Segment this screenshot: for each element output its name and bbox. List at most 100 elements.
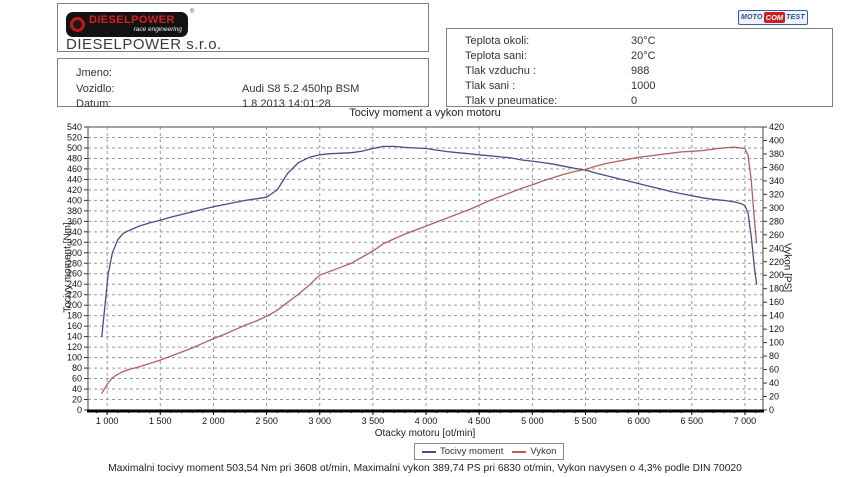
svg-text:520: 520	[67, 132, 82, 142]
tlak-sani-label: Tlak sani :	[465, 80, 516, 92]
svg-text:100: 100	[769, 338, 784, 348]
brand-tagline: race engineering	[133, 26, 182, 34]
svg-text:40: 40	[769, 378, 779, 388]
y-axis-title-power: Vykon [PS]	[781, 242, 793, 293]
svg-text:80: 80	[72, 363, 82, 373]
svg-text:360: 360	[769, 162, 784, 172]
mototest-part3: TEST	[786, 14, 805, 21]
dieselpower-logo: DIESELPOWER race engineering	[66, 12, 188, 37]
y-axis-title-torque: Tocivy moment [Nm]	[62, 222, 74, 313]
svg-text:180: 180	[769, 284, 784, 294]
svg-text:500: 500	[67, 143, 82, 153]
tlak-sani-value: 1000	[631, 80, 656, 92]
tlak-pneumatice-label: Tlak v pneumatice:	[465, 95, 558, 107]
svg-text:200: 200	[67, 300, 82, 310]
legend-torque-label: Tocivy moment	[440, 446, 504, 457]
datum-label: Datum:	[76, 98, 112, 110]
svg-text:260: 260	[67, 269, 82, 279]
teplota-sani-value: 20°C	[631, 50, 656, 62]
tlak-vzduchu-value: 988	[631, 65, 650, 77]
svg-text:40: 40	[72, 384, 82, 394]
svg-text:260: 260	[769, 230, 784, 240]
svg-text:3 500: 3 500	[362, 416, 385, 426]
svg-text:5 500: 5 500	[574, 416, 597, 426]
svg-text:460: 460	[67, 164, 82, 174]
svg-text:380: 380	[769, 149, 784, 159]
svg-text:480: 480	[67, 153, 82, 163]
svg-text:2 500: 2 500	[255, 416, 278, 426]
motocom-test-logo: MOTO COM TEST	[738, 10, 808, 25]
teplota-okoli-value: 30°C	[631, 35, 656, 47]
chart-legend: Tocivy moment Vykon	[414, 443, 565, 460]
svg-text:340: 340	[67, 227, 82, 237]
svg-text:2 000: 2 000	[202, 416, 225, 426]
svg-text:80: 80	[769, 351, 779, 361]
svg-text:240: 240	[67, 279, 82, 289]
registered-mark: ®	[190, 9, 195, 15]
svg-text:1 500: 1 500	[149, 416, 172, 426]
vozidlo-value: Audi S8 5.2 450hp BSM	[242, 83, 360, 95]
svg-text:320: 320	[67, 237, 82, 247]
legend-item-torque: Tocivy moment	[422, 446, 503, 457]
svg-text:400: 400	[769, 135, 784, 145]
datum-value: 1.8.2013 14:01:28	[242, 98, 331, 110]
svg-text:0: 0	[769, 405, 774, 415]
vozidlo-label: Vozidlo:	[76, 83, 115, 95]
svg-text:60: 60	[769, 365, 779, 375]
teplota-sani-label: Teplota sani:	[465, 50, 527, 62]
chart-title: Tocivy moment a vykon motoru	[349, 107, 501, 119]
teplota-okoli-label: Teplota okoli:	[465, 35, 530, 47]
vehicle-info-box: Jmeno: Vozidlo: Audi S8 5.2 450hp BSM Da…	[57, 58, 429, 110]
svg-text:400: 400	[67, 195, 82, 205]
svg-text:5 000: 5 000	[521, 416, 544, 426]
svg-text:140: 140	[769, 311, 784, 321]
jmeno-label: Jmeno:	[76, 67, 113, 79]
svg-text:300: 300	[769, 203, 784, 213]
logo-box: DIESELPOWER race engineering ® DIESELPOW…	[57, 3, 429, 53]
svg-text:220: 220	[67, 290, 82, 300]
svg-text:100: 100	[67, 353, 82, 363]
svg-text:1 000: 1 000	[96, 416, 119, 426]
svg-text:4 500: 4 500	[468, 416, 491, 426]
svg-text:280: 280	[67, 258, 82, 268]
mototest-part1: MOTO	[741, 14, 763, 21]
svg-text:440: 440	[67, 174, 82, 184]
svg-text:0: 0	[77, 405, 82, 415]
svg-text:320: 320	[769, 189, 784, 199]
svg-text:120: 120	[67, 342, 82, 352]
svg-text:300: 300	[67, 248, 82, 258]
legend-power-label: Vykon	[530, 446, 557, 457]
svg-text:160: 160	[769, 297, 784, 307]
svg-text:140: 140	[67, 332, 82, 342]
dyno-chart-canvas: 0204060801001201401601802002202402602803…	[67, 122, 784, 426]
svg-text:420: 420	[769, 122, 784, 132]
x-axis-title: Otacky motoru [ot/min]	[374, 428, 476, 439]
svg-text:20: 20	[769, 392, 779, 402]
svg-text:3 000: 3 000	[308, 416, 331, 426]
svg-text:20: 20	[72, 395, 82, 405]
svg-text:7 000: 7 000	[734, 416, 757, 426]
svg-text:4 000: 4 000	[415, 416, 438, 426]
svg-text:360: 360	[67, 216, 82, 226]
svg-text:340: 340	[769, 176, 784, 186]
mototest-part2: COM	[763, 12, 786, 23]
turbo-icon	[70, 17, 85, 32]
results-summary: Maximalni tocivy moment 503,54 Nm pri 36…	[108, 463, 742, 474]
svg-text:240: 240	[769, 243, 784, 253]
svg-text:6 500: 6 500	[681, 416, 704, 426]
svg-text:540: 540	[67, 122, 82, 132]
brand-name: DIESELPOWER	[89, 14, 175, 27]
svg-text:180: 180	[67, 311, 82, 321]
legend-item-power: Vykon	[512, 446, 556, 457]
svg-text:160: 160	[67, 321, 82, 331]
svg-text:120: 120	[769, 324, 784, 334]
svg-text:6 000: 6 000	[627, 416, 650, 426]
svg-text:380: 380	[67, 206, 82, 216]
svg-text:60: 60	[72, 374, 82, 384]
power-line-swatch	[512, 450, 527, 453]
svg-text:420: 420	[67, 185, 82, 195]
tlak-pneumatice-value: 0	[631, 95, 638, 107]
svg-text:200: 200	[769, 270, 784, 280]
svg-text:220: 220	[769, 257, 784, 267]
